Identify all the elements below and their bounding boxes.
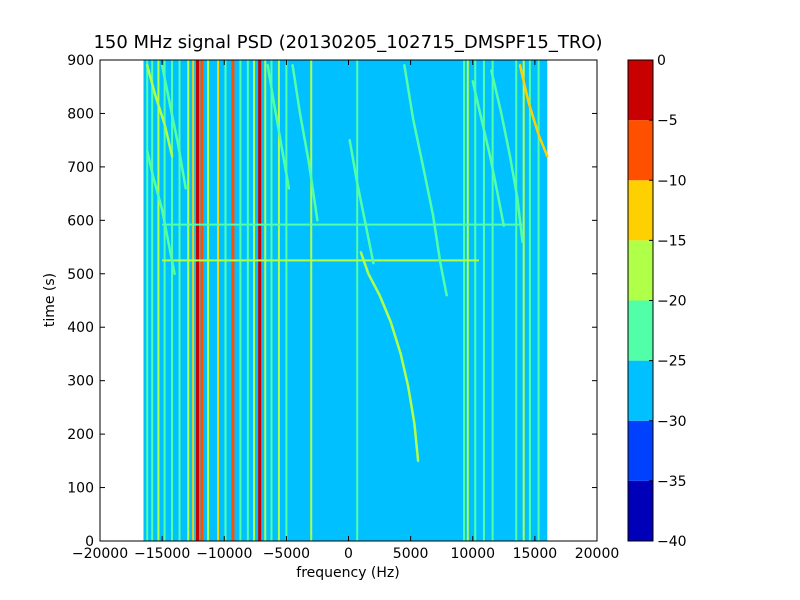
vertical-line [264,60,267,541]
vertical-line [258,60,262,541]
y-tick-label: 700 [67,160,94,176]
colorbar-bin [628,360,653,421]
vertical-line [224,60,227,541]
doppler-track [471,80,506,227]
x-tick-label: −15000 [134,546,190,562]
doppler-track [291,64,319,222]
y-tick-label: 900 [67,53,94,69]
vertical-line [178,60,181,541]
x-tick-label: 0 [344,546,353,562]
horizontal-line [162,223,523,226]
x-tick-label: 5000 [393,546,429,562]
vertical-line [356,60,359,541]
vertical-line [151,60,154,541]
doppler-track [348,138,375,265]
colorbar-bin [628,180,653,241]
vertical-line [310,60,313,541]
y-tick-label: 100 [67,481,94,497]
colorbar-tick-label: −25 [657,354,687,370]
y-tick-label: 0 [85,534,94,550]
vertical-line [537,60,540,541]
vertical-line [482,60,485,541]
colorbar [628,60,653,541]
vertical-line [491,60,494,541]
vertical-line [246,60,249,541]
colorbar-tick-label: 0 [657,53,666,69]
vertical-line [217,60,220,541]
x-tick-label: −10000 [196,546,252,562]
vertical-line [466,60,469,541]
vertical-line [277,60,280,541]
colorbar-tick-label: −20 [657,294,687,310]
vertical-line [192,60,195,541]
y-tick-label: 500 [67,267,94,283]
spectrogram-heatmap [143,60,549,541]
doppler-track [490,69,524,243]
colorbar-bin [628,480,653,541]
y-tick-label: 300 [67,374,94,390]
vertical-line [207,60,210,541]
vertical-line [196,60,200,541]
x-tick-label: 20000 [575,546,620,562]
colorbar-tick-label: −35 [657,474,687,490]
vertical-line [231,60,235,541]
vertical-line [522,60,525,541]
colorbar-ticks: 0 −5 −10 −15 −20 −25 −30 −35 −40 [649,53,687,550]
y-tick-label: 400 [67,320,94,336]
colorbar-bin [628,300,653,361]
x-tick-label: 15000 [513,546,558,562]
vertical-line [163,60,166,541]
vertical-line [528,60,531,541]
y-axis-ticks: 0 100 200 300 400 500 600 700 800 900 [67,53,597,550]
colorbar-tick-label: −15 [657,233,687,249]
doppler-track [145,149,176,276]
doppler-track [403,64,448,297]
doppler-track [518,64,549,158]
vertical-line [463,60,466,541]
x-tick-label: 10000 [450,546,495,562]
x-tick-label: −20000 [72,546,128,562]
heatmap-background [143,60,548,541]
vertical-line [270,60,273,541]
colorbar-bin [628,240,653,301]
colorbar-bin [628,120,653,181]
vertical-line [200,60,204,541]
doppler-track [266,64,291,190]
colorbar-tick-label: −10 [657,173,687,189]
colorbar-tick-label: −40 [657,534,687,550]
vertical-line [253,60,256,541]
colorbar-tick-label: −30 [657,414,687,430]
x-tick-label: −5000 [263,546,310,562]
vertical-line [187,60,190,541]
vertical-line [157,60,160,541]
doppler-track [145,64,174,158]
colorbar-tick-label: −5 [657,113,678,129]
y-tick-label: 800 [67,106,94,122]
vertical-line [239,60,242,541]
vertical-line [285,60,288,541]
y-axis-label: time (s) [42,273,58,327]
x-axis-ticks: −20000 −15000 −10000 −5000 0 5000 10000 15000 20… [72,60,619,562]
y-tick-label: 200 [67,427,94,443]
vertical-line [515,60,518,541]
x-axis-label: frequency (Hz) [296,565,399,581]
vertical-line [171,60,174,541]
horizontal-line [162,259,479,262]
doppler-track [359,251,420,463]
colorbar-bin [628,420,653,481]
y-tick-label: 600 [67,213,94,229]
doppler-track [160,64,187,190]
vertical-line [474,60,477,541]
chart-title: 150 MHz signal PSD (20130205_102715_DMSP… [93,32,602,53]
colorbar-bin [628,60,653,121]
vertical-line [146,60,149,541]
